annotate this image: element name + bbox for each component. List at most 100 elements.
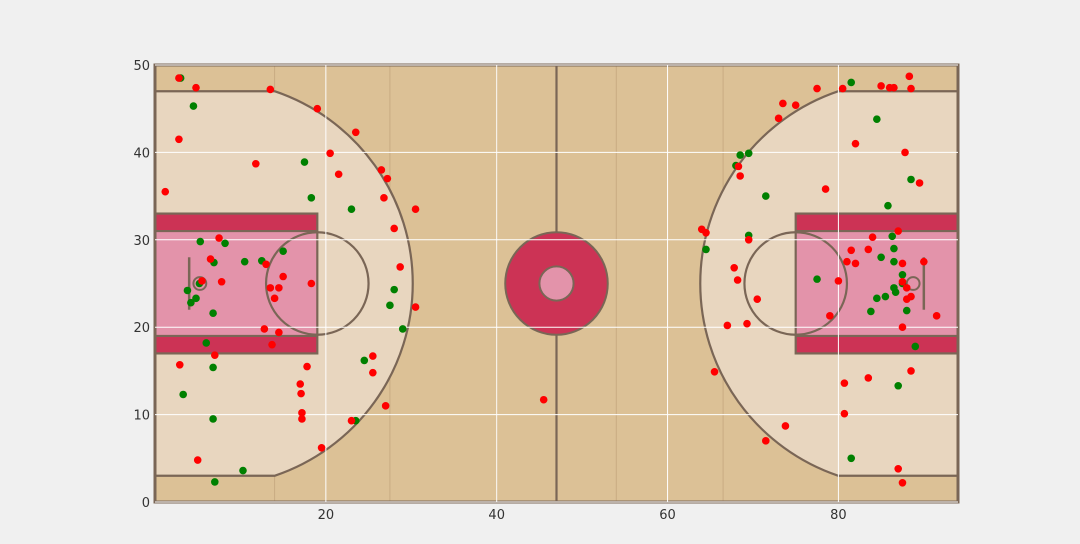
shot-point [813,84,821,93]
three-point-line-L [155,90,414,477]
shot-point [307,194,316,202]
shot-point [907,84,915,93]
center-circle-inner [538,265,575,302]
shot-point [867,307,875,316]
shot-point [710,367,719,376]
shot-point [183,286,192,295]
shot-point [189,102,198,110]
shot-point [217,277,226,286]
shot-point [380,194,388,202]
shot-point [539,395,548,404]
shot-point [240,257,249,266]
shot-point [890,83,898,92]
shot-point [297,389,305,398]
shot-point [888,232,897,241]
shot-point [901,148,909,157]
shot-point [209,415,217,423]
shot-point [192,294,200,303]
y-tick-label: 10 [133,409,150,424]
shot-point [881,292,890,301]
axes: 20 40 60 80 0 10 20 30 40 50 [133,59,846,523]
shot-point [317,444,326,452]
shot-point [873,294,881,303]
shot-point [907,175,915,184]
shot-point [898,259,907,268]
x-tick-label: 80 [830,508,847,523]
shot-point [733,276,742,284]
shot-point [847,246,856,255]
shot-points [161,72,941,487]
shot-point [898,478,907,487]
y-tick-label: 40 [133,146,150,161]
shot-point [864,245,873,254]
shot-point [753,295,762,304]
shot-point [834,277,843,285]
shot-point [347,205,356,214]
court-background [153,63,960,504]
shot-point [210,351,219,359]
shot-point [736,172,744,180]
shot-point [730,263,738,272]
shot-point [161,187,170,196]
free-throw-circle-R [743,231,849,336]
shot-point [873,115,881,123]
y-tick-label: 50 [133,59,150,74]
shot-point [847,454,856,463]
shot-point [877,82,885,90]
shot-point [347,416,356,425]
shot-point [902,284,911,292]
shot-point [239,466,247,475]
shot-point [215,234,223,242]
shot-point [390,224,398,233]
shot-point [351,128,360,137]
shot-point [275,328,283,337]
shot-point [702,245,710,254]
shot-point [761,192,770,200]
shot-point [209,363,217,372]
shot-point [723,321,732,330]
shot-point [734,162,743,171]
shot-point [920,257,928,266]
shot-point [298,409,306,417]
y-tick-label: 0 [142,496,150,511]
shot-point [187,298,195,307]
shot-point [736,151,744,159]
shot-point [826,312,834,320]
shot-point [891,288,900,297]
shot-point [702,229,710,237]
shot-point [396,263,404,271]
shot-point [411,303,420,311]
shot-point [761,437,770,445]
shot-point [864,374,873,382]
free-throw-circle-L [264,231,370,336]
shot-point [179,390,187,399]
shot-point [252,159,260,168]
shot-point [360,356,369,365]
shot-point [334,170,343,179]
shot-point [260,325,269,333]
shot-point [175,135,183,144]
shot-point [868,233,877,241]
shot-point [847,78,856,87]
shot-point [898,277,907,286]
shot-point [206,255,215,263]
shot-point [813,275,821,283]
shot-point [781,422,790,430]
x-tick-label: 40 [488,508,505,523]
shot-point [791,101,800,110]
shot-point [386,301,394,310]
shot-point [175,74,183,82]
shot-point [851,139,860,148]
shot-point [381,402,390,410]
shot-point [902,306,911,315]
shot-point [377,166,386,174]
gridlines [155,64,958,503]
y-tick-label: 20 [133,321,150,336]
shot-point [894,227,903,235]
paint-L [155,231,318,336]
shot-point [932,312,941,320]
shot-point [303,362,311,371]
shot-point [275,284,283,292]
